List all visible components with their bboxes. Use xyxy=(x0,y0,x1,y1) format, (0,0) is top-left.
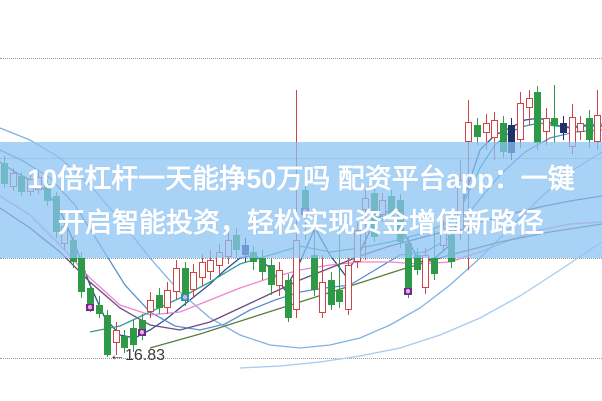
candle-body xyxy=(129,328,137,345)
candle-body xyxy=(103,315,111,355)
candle-body xyxy=(593,115,601,142)
candle-body xyxy=(335,290,343,302)
candle-body xyxy=(155,295,163,308)
candle-body xyxy=(430,258,438,274)
candle-body xyxy=(189,272,197,290)
candle-body xyxy=(77,258,85,292)
candle-body xyxy=(146,300,154,312)
banner-title-line2: 开启智能投资，轻松实现资金增值新路径 xyxy=(58,208,544,238)
candle-body xyxy=(181,268,189,298)
buy-signal-marker xyxy=(404,288,412,295)
signal-marker xyxy=(181,294,189,301)
candle-body xyxy=(86,288,94,308)
candle-body xyxy=(542,118,550,132)
candle-body xyxy=(499,123,507,152)
candle-body xyxy=(525,98,533,108)
candle-body xyxy=(267,265,275,285)
candle-body xyxy=(258,258,266,272)
candle-body xyxy=(404,243,412,292)
low-price-annotation: ←16.83 xyxy=(109,347,166,364)
candle-wick xyxy=(338,228,340,308)
candle-body xyxy=(275,270,283,286)
candle-body xyxy=(482,123,490,133)
candle-body xyxy=(120,336,128,348)
candle-body xyxy=(163,290,171,308)
candle-body xyxy=(490,120,498,138)
candle-body xyxy=(585,118,593,140)
candle-body xyxy=(95,305,103,314)
candle-body xyxy=(198,262,206,278)
ma-blue-pale xyxy=(239,241,602,369)
candle-body xyxy=(112,330,120,343)
candle-body xyxy=(559,123,567,133)
gridline xyxy=(0,58,602,59)
candle-body xyxy=(533,92,541,143)
candle-body xyxy=(550,118,558,126)
banner-title-line1: 10倍杠杆一天能挣50万吗 配资平台app：一键 xyxy=(27,164,575,194)
candle-body xyxy=(206,260,214,272)
candle-body xyxy=(172,268,180,292)
candle-body xyxy=(310,255,318,290)
candle-wick xyxy=(553,85,555,143)
candle-body xyxy=(413,255,421,270)
candle-body xyxy=(421,255,429,288)
buy-signal-marker xyxy=(86,304,94,311)
promo-banner[interactable]: 10倍杠杆一天能挣50万吗 配资平台app：一键 开启智能投资，轻松实现资金增值… xyxy=(0,142,602,258)
candle-body xyxy=(318,282,326,313)
candle-body xyxy=(284,280,292,318)
candle-body xyxy=(507,125,515,153)
candle-body xyxy=(327,280,335,305)
gridline xyxy=(0,358,602,359)
candle-body xyxy=(344,265,352,310)
buy-signal-marker xyxy=(138,329,146,336)
candle-body xyxy=(516,103,524,140)
candle-body xyxy=(464,122,472,142)
candle-body xyxy=(138,320,146,333)
candle-body xyxy=(576,123,584,132)
candle-body xyxy=(473,125,481,137)
